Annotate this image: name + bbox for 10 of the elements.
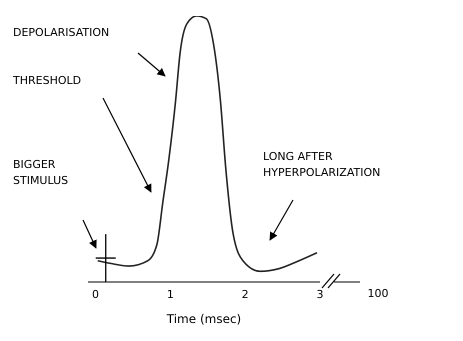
text: 100 xyxy=(368,287,388,300)
x-axis-title: Time (msec) xyxy=(166,312,242,326)
annotation: DEPOLARISATION xyxy=(13,26,110,39)
x-tick-label: 0 xyxy=(92,288,99,301)
x-tick-label: 2 xyxy=(242,288,249,301)
text: BIGGER STIMULUS xyxy=(13,158,68,187)
x-tick-label: 1 xyxy=(166,288,174,301)
annotation: LONG AFTER HYPERPOLARIZATION xyxy=(263,150,380,179)
text: THRESHOLD xyxy=(12,74,82,87)
x-tick-label: 3 xyxy=(316,288,324,301)
